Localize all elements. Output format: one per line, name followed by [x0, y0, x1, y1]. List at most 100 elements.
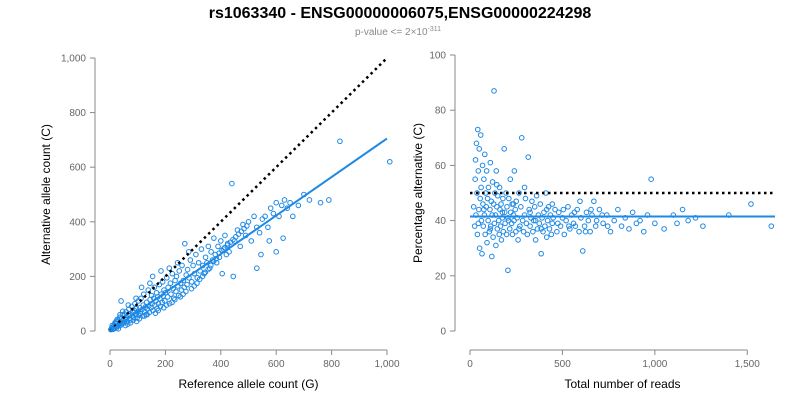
data-point — [180, 291, 186, 297]
data-point — [480, 223, 487, 229]
data-point — [648, 176, 654, 182]
data-point — [637, 217, 643, 224]
data-point — [474, 126, 481, 133]
data-point — [679, 206, 686, 213]
data-point — [579, 248, 586, 254]
data-point — [475, 168, 482, 174]
data-point — [162, 289, 169, 296]
data-point — [512, 206, 519, 213]
data-point — [481, 206, 487, 213]
data-point — [524, 231, 531, 238]
data-point — [190, 262, 196, 269]
data-point — [549, 201, 556, 207]
data-point — [592, 223, 599, 229]
data-point — [169, 270, 176, 277]
data-point — [519, 217, 526, 224]
data-point — [184, 281, 190, 288]
data-point — [479, 250, 485, 257]
data-point — [567, 226, 573, 232]
data-point — [184, 266, 191, 273]
data-point — [502, 220, 508, 227]
data-point — [208, 249, 214, 255]
data-point — [229, 180, 235, 187]
data-point — [273, 199, 280, 206]
data-point — [218, 238, 224, 244]
data-point — [486, 228, 493, 235]
data-point — [306, 197, 313, 203]
data-point — [193, 251, 199, 258]
data-point — [496, 231, 503, 238]
data-point — [513, 198, 520, 205]
data-point — [248, 238, 255, 244]
data-point — [222, 232, 228, 239]
y-tick-label: 60 — [435, 161, 447, 172]
data-point — [258, 251, 264, 258]
y-axis-title: Alternative allele count (C) — [39, 124, 53, 265]
data-point — [555, 209, 562, 216]
data-point — [254, 265, 260, 272]
data-point — [149, 273, 156, 280]
data-point — [555, 220, 561, 227]
data-point — [172, 296, 178, 303]
data-point — [136, 315, 143, 322]
x-tick-label: 0 — [107, 359, 113, 370]
data-point — [504, 204, 510, 210]
data-point — [487, 226, 494, 232]
subtitle-exponent: -311 — [428, 26, 442, 33]
data-point — [640, 228, 647, 235]
data-point — [219, 270, 225, 277]
data-point — [526, 206, 532, 213]
data-point — [517, 223, 523, 229]
data-point — [475, 220, 482, 227]
data-point — [494, 192, 501, 199]
right-scatter-panel: 0 500 1,000 1,500 0 20 40 60 80 100 Total number o… — [411, 51, 775, 391]
x-tick-label: 400 — [212, 359, 229, 370]
data-point — [501, 209, 508, 216]
data-point — [511, 217, 517, 224]
data-point — [168, 291, 174, 297]
data-point — [223, 251, 230, 258]
data-point — [476, 146, 483, 152]
data-point — [518, 204, 524, 210]
data-point — [588, 206, 594, 213]
data-point — [278, 202, 285, 209]
data-point — [768, 223, 775, 229]
data-point — [652, 220, 658, 227]
data-point — [596, 206, 603, 213]
chart-title: rs1063340 - ENSG00000006075,ENSG00000224… — [209, 5, 592, 22]
data-point — [604, 223, 611, 229]
data-point — [611, 217, 617, 224]
data-point — [577, 198, 583, 205]
data-point — [265, 224, 271, 231]
data-point — [520, 228, 527, 235]
data-point — [134, 309, 141, 315]
data-point — [552, 206, 558, 213]
data-point — [587, 228, 593, 235]
data-point — [166, 265, 173, 272]
data-point — [505, 267, 511, 274]
data-point — [521, 184, 528, 191]
data-point — [183, 288, 189, 295]
data-point — [518, 135, 525, 141]
x-axis-title: Total number of reads — [564, 377, 680, 391]
data-point — [561, 231, 568, 238]
x-tick-label: 600 — [268, 359, 285, 370]
data-point — [155, 307, 161, 314]
data-point — [522, 195, 529, 202]
data-point — [484, 239, 490, 246]
data-point — [476, 206, 482, 213]
data-point — [554, 228, 560, 235]
data-point — [205, 266, 211, 273]
data-point — [490, 201, 497, 207]
data-point — [549, 220, 556, 227]
data-point — [476, 245, 483, 251]
data-point — [492, 190, 498, 196]
y-tick-label: 40 — [435, 216, 447, 227]
data-point — [167, 280, 174, 287]
data-point — [130, 317, 137, 323]
data-point — [532, 217, 539, 224]
data-point — [507, 209, 514, 216]
y-tick-label: 1,000 — [61, 54, 86, 65]
data-point — [199, 273, 206, 280]
